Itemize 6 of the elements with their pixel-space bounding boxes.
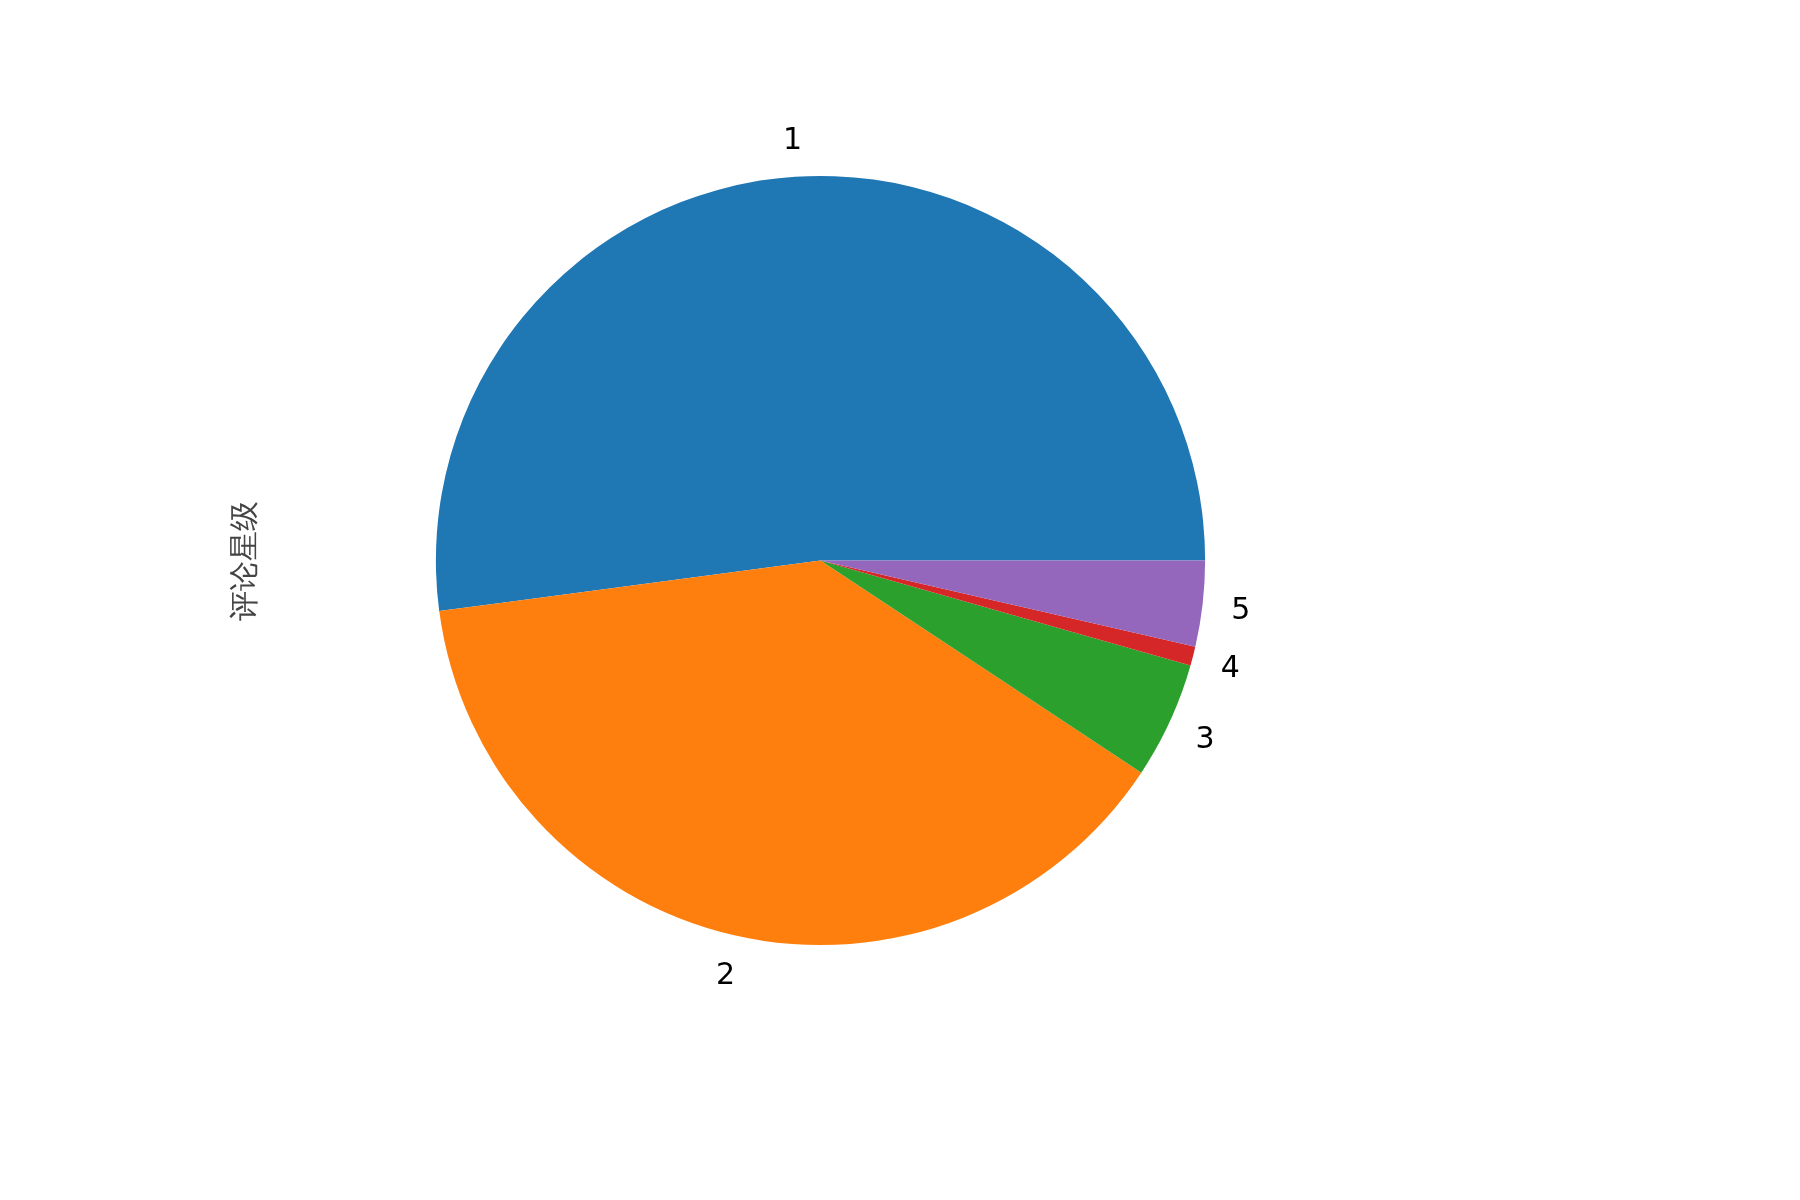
slice-label: 4 <box>1220 648 1240 684</box>
slice-label: 5 <box>1231 591 1251 627</box>
text: 评论星级 <box>225 500 261 621</box>
slice-label: 3 <box>1195 720 1215 756</box>
slice-label: 1 <box>783 121 803 157</box>
slice-label: 2 <box>716 955 736 991</box>
